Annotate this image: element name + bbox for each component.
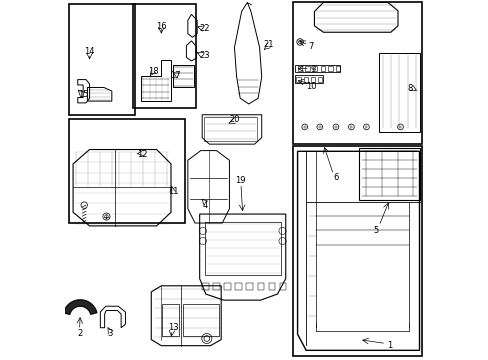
Text: 7: 7 — [307, 42, 313, 51]
Text: 14: 14 — [84, 47, 95, 56]
Text: 6: 6 — [333, 173, 338, 182]
Text: 2: 2 — [77, 329, 82, 338]
Text: 17: 17 — [170, 71, 181, 80]
Bar — [312, 66, 317, 71]
Text: 5: 5 — [373, 226, 378, 235]
Text: 21: 21 — [263, 40, 274, 49]
Text: 3: 3 — [107, 329, 112, 338]
Text: 22: 22 — [199, 24, 209, 33]
Bar — [224, 283, 230, 291]
Text: 10: 10 — [305, 82, 316, 91]
Bar — [294, 75, 322, 83]
Text: 20: 20 — [229, 115, 239, 124]
Bar — [133, 4, 196, 108]
Bar — [213, 283, 219, 291]
Text: 12: 12 — [137, 150, 147, 159]
Bar — [305, 66, 309, 71]
Text: 11: 11 — [168, 187, 179, 196]
Bar — [235, 283, 242, 291]
Bar — [310, 77, 314, 82]
Bar — [327, 66, 332, 71]
Bar — [296, 77, 300, 82]
Bar — [317, 77, 322, 82]
Bar — [246, 283, 252, 291]
Bar — [292, 146, 421, 356]
Bar — [204, 117, 257, 140]
Bar — [257, 283, 264, 291]
Text: 15: 15 — [79, 90, 89, 99]
Text: 18: 18 — [147, 67, 158, 76]
Text: 1: 1 — [386, 341, 391, 350]
Text: 8: 8 — [407, 84, 412, 93]
Text: 23: 23 — [199, 51, 209, 60]
Bar — [204, 222, 281, 275]
Bar — [268, 283, 274, 291]
Text: 19: 19 — [234, 176, 245, 185]
Text: 9: 9 — [309, 65, 315, 74]
Bar — [303, 77, 307, 82]
Bar — [69, 4, 135, 116]
Text: 13: 13 — [168, 323, 179, 332]
Bar — [294, 64, 339, 72]
Bar — [292, 3, 421, 144]
Bar — [335, 66, 340, 71]
Bar — [297, 66, 301, 71]
Text: 4: 4 — [202, 201, 207, 210]
Bar — [69, 119, 185, 223]
Polygon shape — [63, 300, 97, 314]
Bar — [279, 283, 285, 291]
Bar — [202, 283, 208, 291]
Bar — [320, 66, 324, 71]
Text: 16: 16 — [156, 22, 166, 31]
